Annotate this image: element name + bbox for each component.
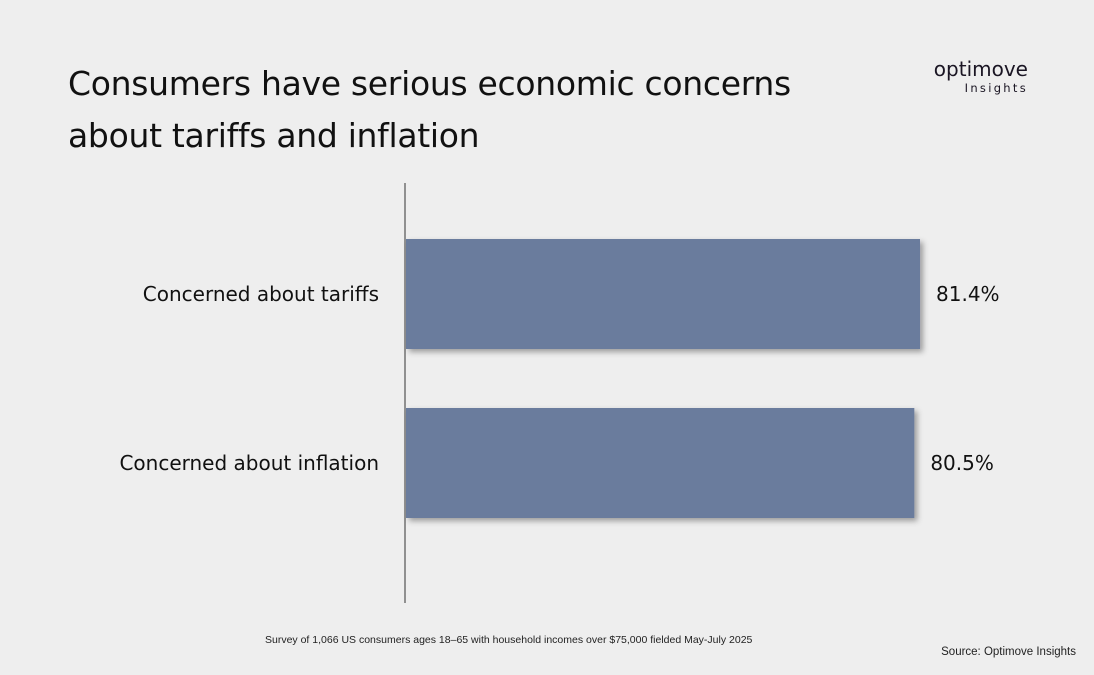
bar-2 [406,408,915,518]
data-label: 81.4% [936,282,1000,306]
footnote: Survey of 1,066 US consumers ages 18–65 … [265,634,753,646]
data-label: 80.5% [930,451,994,475]
bar-1 [406,239,921,349]
category-label: Concerned about tariffs [143,282,379,306]
logo-main: optimove [933,57,1028,81]
optimove-logo: optimove Insights [922,58,1028,95]
logo-sub: Insights [964,81,1028,95]
category-label: Concerned about inflation [119,451,379,475]
source-note: Source: Optimove Insights [941,646,1076,658]
chart-title: Consumers have serious economic concerns… [68,64,791,155]
